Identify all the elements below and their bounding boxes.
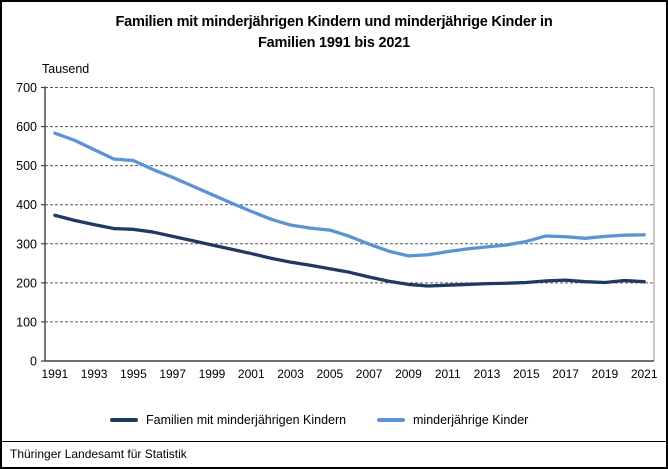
chart-title-line1: Familien mit minderjährigen Kindern und … [115,14,553,30]
svg-text:2009: 2009 [395,367,422,381]
svg-text:2003: 2003 [277,367,304,381]
svg-text:2001: 2001 [238,367,265,381]
svg-text:2021: 2021 [631,367,658,381]
footer-divider [2,441,666,442]
svg-text:200: 200 [16,276,37,290]
svg-text:0: 0 [30,355,37,369]
svg-text:2013: 2013 [474,367,501,381]
legend-label-familien: Familien mit minderjährigen Kindern [146,413,347,427]
svg-text:1997: 1997 [159,367,186,381]
svg-text:600: 600 [16,120,37,134]
legend-label-kinder: minderjährige Kinder [413,413,529,427]
line-chart: 0 100 200 300 400 500 600 700 1991 1993 1995 1997 19… [2,2,666,407]
svg-text:2007: 2007 [356,367,383,381]
chart-legend: Familien mit minderjährigen Kindern mind… [2,411,666,433]
chart-title: Familien mit minderjährigen Kindern und … [2,12,666,54]
svg-text:2005: 2005 [317,367,344,381]
svg-text:1999: 1999 [199,367,226,381]
svg-text:2015: 2015 [513,367,540,381]
svg-text:300: 300 [16,237,37,251]
svg-text:2011: 2011 [435,367,461,381]
source-attribution: Thüringer Landesamt für Statistik [10,447,187,461]
svg-text:400: 400 [16,198,37,212]
chart-title-line2: Familien 1991 bis 2021 [258,35,410,51]
svg-text:1995: 1995 [120,367,147,381]
svg-text:1993: 1993 [81,367,108,381]
svg-text:700: 700 [16,81,37,95]
legend-line-swatch-light-icon [377,418,405,422]
legend-item-kinder: minderjährige Kinder [377,413,528,427]
svg-text:2019: 2019 [592,367,619,381]
legend-line-swatch-dark-icon [110,418,138,422]
svg-text:2017: 2017 [552,367,579,381]
y-axis-unit-label: Tausend [42,62,90,76]
svg-text:100: 100 [16,315,37,329]
line-chart-canvas: 0 100 200 300 400 500 600 700 1991 1993 1995 1997 19… [16,81,658,381]
legend-item-familien: Familien mit minderjährigen Kindern [110,413,346,427]
svg-text:1991: 1991 [41,367,68,381]
svg-text:500: 500 [16,159,37,173]
